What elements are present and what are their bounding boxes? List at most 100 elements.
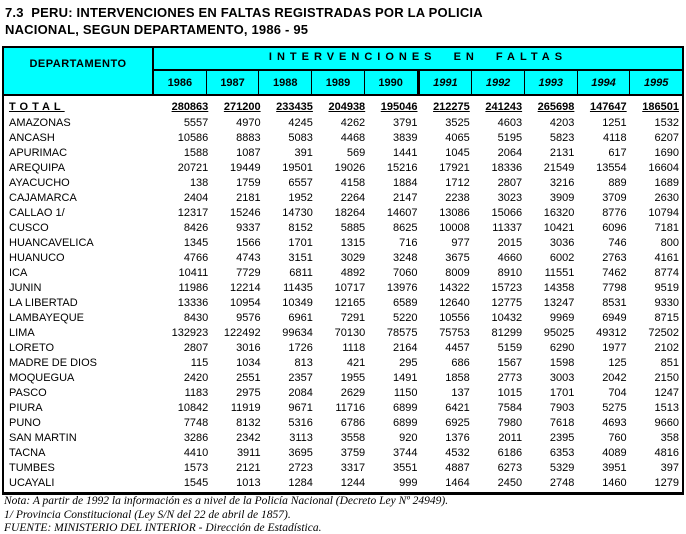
- cell-value: 11716: [335, 402, 366, 414]
- cell-value: 4532: [445, 447, 470, 459]
- cell-value: 7291: [340, 312, 366, 324]
- cell-value: 233435: [276, 101, 313, 113]
- cell-value: 21549: [543, 162, 575, 174]
- cell-value: 3248: [393, 252, 418, 264]
- table-row-arequipa: AREQUIPA 20721 19449 19501 19026 15216 17921 18…: [4, 161, 682, 176]
- cell-value: 2404: [183, 192, 209, 204]
- cell-value: 13554: [596, 162, 627, 174]
- cell-value: 241243: [485, 101, 523, 113]
- cell-value: 8132: [236, 417, 261, 429]
- cell-value: 10349: [282, 297, 313, 309]
- cell-value: 1513: [654, 402, 679, 414]
- row-label: MOQUEGUA: [9, 372, 75, 384]
- cell-value: 4766: [183, 252, 209, 264]
- table-row-madre-de-dios: MADRE DE DIOS 115 1034 813 421 295 686 1567 1598…: [4, 356, 682, 371]
- row-label: UCAYALI: [9, 477, 55, 489]
- cell-value: 2450: [497, 477, 523, 489]
- cell-value: 4468: [340, 132, 366, 144]
- cell-value: 2763: [602, 252, 627, 264]
- cell-value: 3525: [445, 117, 470, 129]
- cell-value: 4816: [654, 447, 679, 459]
- cell-value: 7181: [654, 222, 679, 234]
- cell-value: 8531: [602, 297, 627, 309]
- row-label: ICA: [9, 267, 28, 279]
- cell-value: 7748: [183, 417, 209, 429]
- table-header: DEPARTAMENTO INTERVENCIONES EN FALTAS 19…: [4, 48, 682, 96]
- cell-value: 9337: [236, 222, 261, 234]
- cell-value: 1284: [288, 477, 313, 489]
- cell-value: 760: [608, 432, 627, 444]
- year-header-1991: 1991: [420, 71, 473, 94]
- cell-value: 4410: [183, 447, 209, 459]
- cell-value: 2748: [549, 477, 575, 489]
- cell-value: 617: [608, 147, 627, 159]
- row-label: LA LIBERTAD: [9, 297, 78, 309]
- cell-value: 3839: [393, 132, 418, 144]
- cell-value: 391: [294, 147, 313, 159]
- table-row-ucayali: UCAYALI 1545 1013 1284 1244 999 1464 2450 2748 14…: [4, 476, 682, 491]
- cell-value: 4887: [445, 462, 470, 474]
- cell-value: 1955: [340, 372, 366, 384]
- cell-value: 15066: [491, 207, 523, 219]
- cell-value: 4262: [340, 117, 366, 129]
- cell-value: 2420: [183, 372, 209, 384]
- cell-value: 3951: [602, 462, 627, 474]
- cell-value: 2357: [288, 372, 313, 384]
- cell-value: 75753: [439, 327, 470, 339]
- row-label: HUANCAVELICA: [9, 237, 94, 249]
- cell-value: 10556: [439, 312, 470, 324]
- cell-value: 9330: [654, 297, 679, 309]
- cell-value: 4161: [654, 252, 679, 264]
- cell-value: 132923: [171, 327, 209, 339]
- cell-value: 6949: [602, 312, 627, 324]
- row-label: CALLAO 1/: [9, 207, 65, 219]
- group-header-intervenciones: INTERVENCIONES EN FALTAS: [154, 48, 682, 71]
- cell-value: 2147: [393, 192, 418, 204]
- cell-value: 1279: [654, 477, 679, 489]
- cell-value: 7584: [497, 402, 523, 414]
- cell-value: 3551: [393, 462, 418, 474]
- year-header-1993: 1993: [525, 71, 578, 94]
- cell-value: 7980: [497, 417, 523, 429]
- cell-value: 2131: [549, 147, 575, 159]
- cell-value: 2807: [497, 177, 523, 189]
- cell-value: 15723: [491, 282, 523, 294]
- table-row-huanuco: HUANUCO 4766 4743 3151 3029 3248 3675 4660 6002 2…: [4, 251, 682, 266]
- cell-value: 6811: [289, 267, 313, 279]
- cell-value: 5083: [288, 132, 313, 144]
- row-label: TOTAL: [9, 101, 65, 113]
- cell-value: 1858: [445, 372, 470, 384]
- year-header-1992: 1992: [472, 71, 525, 94]
- cell-value: 12317: [177, 207, 209, 219]
- cell-value: 4693: [602, 417, 627, 429]
- cell-value: 1013: [236, 477, 261, 489]
- cell-value: 686: [451, 357, 470, 369]
- cell-value: 4660: [497, 252, 523, 264]
- cell-value: 6002: [549, 252, 575, 264]
- row-label: JUNIN: [9, 282, 42, 294]
- cell-value: 1566: [236, 237, 261, 249]
- cell-value: 7462: [602, 267, 627, 279]
- cell-value: 8426: [183, 222, 209, 234]
- cell-value: 1118: [342, 342, 366, 354]
- cell-value: 10717: [334, 282, 366, 294]
- cell-value: 2181: [236, 192, 261, 204]
- row-label: LAMBAYEQUE: [9, 312, 84, 324]
- cell-value: 122492: [223, 327, 261, 339]
- cell-value: 1345: [183, 237, 209, 249]
- page-title-line1: 7.3 PERU: INTERVENCIONES EN FALTAS REGIS…: [5, 5, 483, 20]
- cell-value: 1034: [236, 357, 261, 369]
- row-label: LIMA: [9, 327, 35, 339]
- table-row-ayacucho: AYACUCHO 138 1759 6557 4158 1884 1712 2807 3216 8…: [4, 176, 682, 191]
- cell-value: 2102: [654, 342, 679, 354]
- cell-value: 8910: [497, 267, 523, 279]
- cell-value: 3003: [549, 372, 575, 384]
- cell-value: 421: [346, 357, 366, 369]
- cell-value: 8776: [602, 207, 627, 219]
- cell-value: 3709: [602, 192, 627, 204]
- table-row-puno: PUNO 7748 8132 5316 6786 6899 6925 7980 7618 4693…: [4, 416, 682, 431]
- cell-value: 3216: [549, 177, 575, 189]
- cell-value: 1441: [393, 147, 418, 159]
- cell-value: 1183: [184, 387, 209, 399]
- cell-value: 4158: [340, 177, 366, 189]
